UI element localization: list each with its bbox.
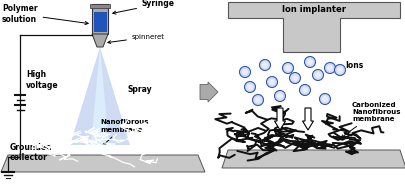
Circle shape [290,72,301,84]
Circle shape [252,95,264,105]
FancyBboxPatch shape [92,4,108,34]
Circle shape [300,84,311,95]
Circle shape [262,62,268,68]
Circle shape [283,63,294,73]
FancyArrow shape [303,108,313,130]
Circle shape [322,96,328,102]
Text: Ion implanter: Ion implanter [282,4,346,13]
FancyArrow shape [200,82,218,102]
Circle shape [275,91,286,102]
Text: Spray: Spray [128,86,153,95]
Circle shape [315,72,321,78]
Circle shape [337,67,343,73]
Circle shape [255,97,261,103]
Text: Syringe: Syringe [113,0,175,14]
Text: Polymer
solution: Polymer solution [2,4,88,24]
Circle shape [324,63,335,73]
Polygon shape [228,2,400,52]
Circle shape [242,69,248,75]
Polygon shape [70,47,130,145]
Polygon shape [92,34,108,47]
Circle shape [245,82,256,93]
Text: Carbonized
Nanofibrous
membrane: Carbonized Nanofibrous membrane [341,102,401,138]
Circle shape [335,65,345,75]
Polygon shape [91,47,109,145]
Text: Ions: Ions [345,61,363,70]
FancyArrow shape [275,108,286,130]
Bar [94,12,107,32]
Circle shape [239,66,251,77]
Text: High
voltage: High voltage [26,70,59,90]
Polygon shape [222,150,405,168]
Circle shape [277,93,283,99]
Circle shape [313,70,324,81]
Circle shape [302,87,308,93]
Circle shape [266,77,277,88]
Circle shape [260,59,271,70]
Text: Grounded
collector: Grounded collector [10,143,53,162]
Circle shape [292,75,298,81]
Circle shape [285,65,291,71]
Polygon shape [1,155,205,172]
Circle shape [247,84,253,90]
Circle shape [327,65,333,71]
Text: Nanofibrous
membrane: Nanofibrous membrane [100,119,149,145]
Circle shape [269,79,275,85]
Bar [90,4,110,8]
Circle shape [320,93,330,105]
Text: spinneret: spinneret [108,34,165,43]
Circle shape [307,59,313,65]
Circle shape [305,56,315,68]
